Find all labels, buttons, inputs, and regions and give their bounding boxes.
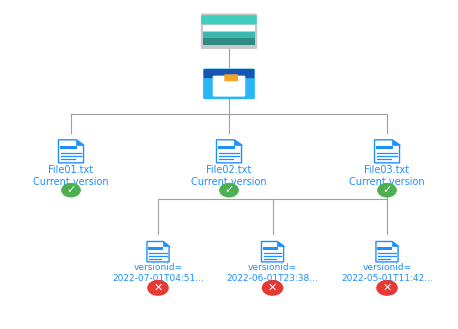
Text: ✓: ✓ (66, 185, 76, 195)
Polygon shape (147, 241, 169, 262)
FancyBboxPatch shape (201, 15, 256, 24)
Circle shape (148, 281, 168, 295)
Text: versionid=
2022-05-01T11:42...: versionid= 2022-05-01T11:42... (341, 263, 433, 283)
Text: ✕: ✕ (382, 283, 392, 293)
Polygon shape (59, 140, 83, 163)
Bar (60, 146, 77, 149)
Circle shape (62, 184, 80, 197)
Text: ✓: ✓ (382, 185, 392, 195)
Polygon shape (376, 241, 398, 262)
FancyBboxPatch shape (203, 69, 255, 99)
Polygon shape (163, 241, 169, 246)
Text: File01.txt
Current version: File01.txt Current version (33, 165, 109, 187)
Circle shape (377, 281, 397, 295)
Polygon shape (217, 140, 241, 163)
Polygon shape (278, 241, 284, 246)
Polygon shape (392, 241, 398, 246)
Polygon shape (393, 140, 399, 145)
Bar (148, 247, 164, 250)
Circle shape (378, 184, 396, 197)
Bar (218, 146, 235, 149)
FancyBboxPatch shape (203, 69, 255, 78)
Polygon shape (262, 241, 284, 262)
Circle shape (220, 184, 238, 197)
Bar (376, 146, 393, 149)
Circle shape (262, 281, 283, 295)
Bar (202, 38, 255, 45)
Bar (202, 32, 255, 38)
Text: versionid=
2022-07-01T04:51...: versionid= 2022-07-01T04:51... (112, 263, 204, 283)
FancyBboxPatch shape (201, 13, 257, 49)
Polygon shape (76, 140, 83, 145)
Text: File02.txt
Current version: File02.txt Current version (191, 165, 267, 187)
Text: ✕: ✕ (153, 283, 163, 293)
FancyBboxPatch shape (213, 76, 245, 97)
Polygon shape (234, 140, 241, 145)
Bar (377, 247, 393, 250)
Text: ✕: ✕ (268, 283, 277, 293)
Bar (263, 247, 278, 250)
Text: versionid=
2022-06-01T23:38...: versionid= 2022-06-01T23:38... (227, 263, 318, 283)
FancyBboxPatch shape (224, 74, 238, 81)
Bar (202, 25, 255, 31)
Text: File03.txt
Current version: File03.txt Current version (349, 165, 425, 187)
Polygon shape (375, 140, 399, 163)
Text: ✓: ✓ (224, 185, 234, 195)
